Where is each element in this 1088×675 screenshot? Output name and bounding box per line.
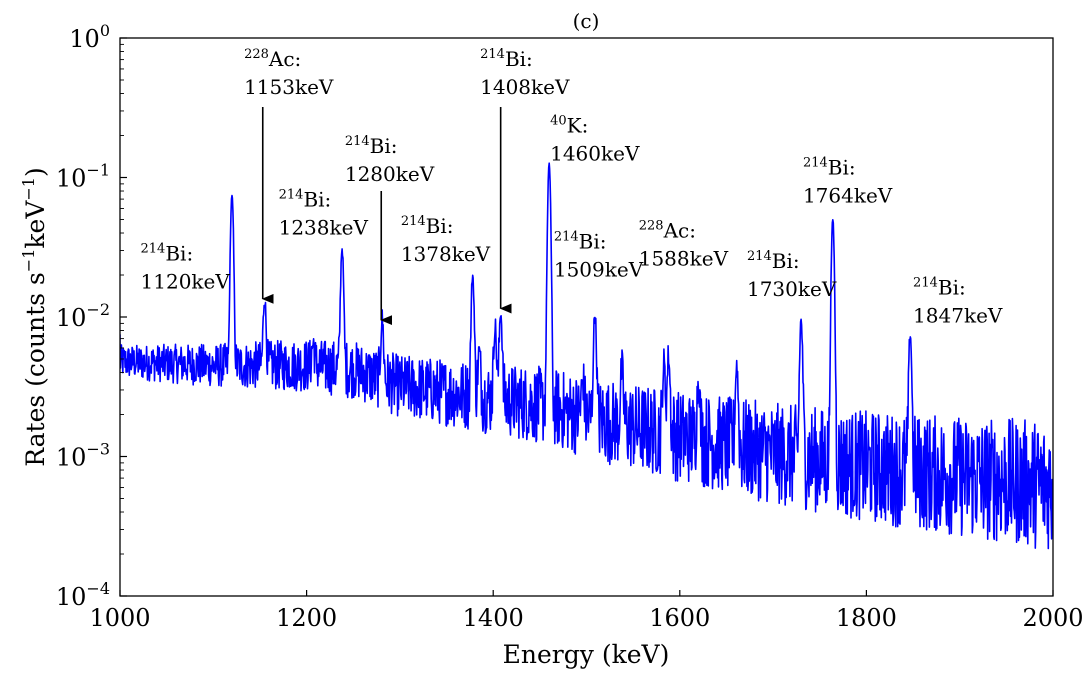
annotation-isotope: 40K: (550, 114, 588, 138)
spectrum-series-line (120, 162, 1053, 550)
y-tick-label: 100 (69, 21, 110, 53)
annotation-isotope: 214Bi: (345, 134, 398, 158)
annotation-isotope: 228Ac: (244, 47, 301, 71)
annotation-isotope: 214Bi: (913, 275, 966, 299)
y-axis-label: Rates (counts s−1keV−1) (19, 167, 50, 467)
y-tick-label: 10−3 (56, 440, 110, 472)
annotation-isotope: 214Bi: (747, 249, 800, 273)
x-tick-label: 1000 (89, 604, 150, 632)
annotation-energy: 1847keV (913, 303, 1003, 327)
y-tick-label: 10−4 (56, 579, 110, 611)
annotation-energy: 1153keV (244, 75, 334, 99)
x-tick-label: 1400 (463, 604, 524, 632)
peak-annotation: 214Bi: 1730keV (747, 249, 837, 301)
peak-annotation: 214Bi: 1408keV (480, 47, 570, 314)
peak-annotation: 40K: 1460keV (550, 114, 640, 166)
x-axis-label: Energy (keV) (503, 640, 670, 669)
peak-annotation: 228Ac: 1588keV (639, 219, 729, 271)
y-tick-label: 10−2 (56, 300, 110, 332)
peak-annotation: 214Bi: 1509keV (554, 229, 644, 281)
peak-annotation: 214Bi: 1847keV (913, 275, 1003, 327)
annotation-isotope: 228Ac: (639, 219, 696, 243)
annotation-energy: 1730keV (747, 277, 837, 301)
annotation-isotope: 214Bi: (401, 214, 454, 238)
annotation-energy: 1238keV (279, 215, 369, 239)
annotation-isotope: 214Bi: (141, 241, 194, 265)
peak-annotation: 214Bi: 1238keV (279, 187, 369, 239)
annotation-energy: 1509keV (554, 257, 644, 281)
annotation-energy: 1120keV (141, 269, 231, 293)
annotation-energy: 1764keV (803, 184, 893, 208)
x-tick-label: 1200 (276, 604, 337, 632)
annotation-isotope: 214Bi: (480, 47, 533, 71)
peak-annotation: 214Bi: 1120keV (141, 241, 231, 293)
peak-annotation: 214Bi: 1280keV (345, 134, 435, 326)
annotation-isotope: 214Bi: (279, 187, 332, 211)
x-tick-label: 2000 (1022, 604, 1083, 632)
annotation-isotope: 214Bi: (803, 156, 856, 180)
annotation-energy: 1280keV (345, 162, 435, 186)
chart-title: (c) (573, 9, 600, 33)
annotation-energy: 1378keV (401, 242, 491, 266)
annotation-energy: 1408keV (480, 75, 570, 99)
peak-annotation: 214Bi: 1378keV (401, 214, 491, 266)
x-tick-label: 1800 (836, 604, 897, 632)
annotation-isotope: 214Bi: (554, 229, 607, 253)
annotation-energy: 1588keV (639, 247, 729, 271)
peak-annotation: 214Bi: 1764keV (803, 156, 893, 208)
peak-annotation: 228Ac: 1153keV (244, 47, 334, 304)
annotation-energy: 1460keV (550, 142, 640, 166)
y-tick-label: 10−1 (56, 161, 110, 193)
x-tick-label: 1600 (649, 604, 710, 632)
